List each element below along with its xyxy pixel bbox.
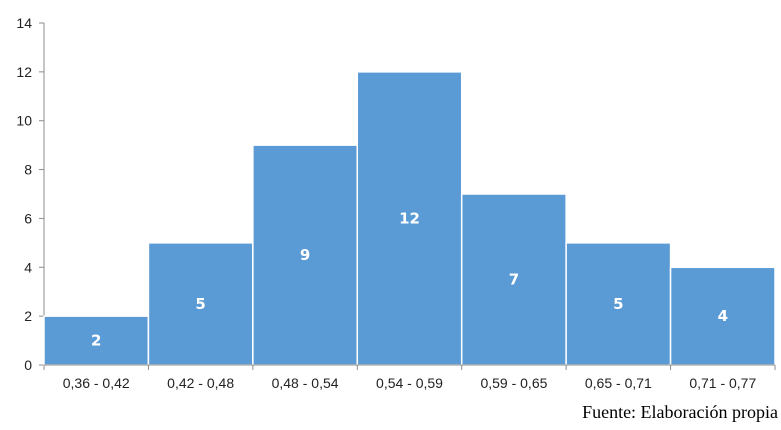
y-tick-label: 8 <box>24 162 32 178</box>
x-category-label: 0,48 - 0,54 <box>272 375 339 391</box>
x-category-label: 0,59 - 0,65 <box>480 375 547 391</box>
y-tick-label: 6 <box>24 210 32 226</box>
y-tick-label: 12 <box>16 64 32 80</box>
bar-data-label: 4 <box>718 307 728 325</box>
bar-data-label: 7 <box>509 271 519 289</box>
bars: 2 5 9 12 7 5 4 <box>43 71 776 366</box>
y-tick-label: 10 <box>16 113 32 129</box>
bar-data-label: 2 <box>91 332 101 350</box>
histogram-chart: 0 2 4 6 8 10 12 14 2 5 9 12 7 5 4 0,36 - 0,42 0,42 - 0… <box>16 15 776 391</box>
bar-data-label: 9 <box>300 246 310 264</box>
y-tick-label: 0 <box>24 357 32 373</box>
histogram-bar <box>669 266 776 366</box>
x-category-label: 0,36 - 0,42 <box>63 375 130 391</box>
histogram-bar <box>565 242 672 366</box>
y-tick-label: 4 <box>24 259 32 275</box>
bar-data-label: 12 <box>399 209 420 227</box>
y-tick-label: 2 <box>24 308 32 324</box>
x-category-label: 0,54 - 0,59 <box>376 375 443 391</box>
bar-data-label: 5 <box>613 295 623 313</box>
x-category-label: 0,71 - 0,77 <box>689 375 756 391</box>
y-tick-label: 14 <box>16 15 32 31</box>
x-category-label: 0,42 - 0,48 <box>167 375 234 391</box>
x-category-label: 0,65 - 0,71 <box>585 375 652 391</box>
source-note: Fuente: Elaboración propia <box>582 402 778 422</box>
y-axis: 0 2 4 6 8 10 12 14 <box>16 15 45 373</box>
x-axis: 0,36 - 0,42 0,42 - 0,48 0,48 - 0,54 0,54 - … <box>43 364 776 391</box>
bar-data-label: 5 <box>195 295 205 313</box>
